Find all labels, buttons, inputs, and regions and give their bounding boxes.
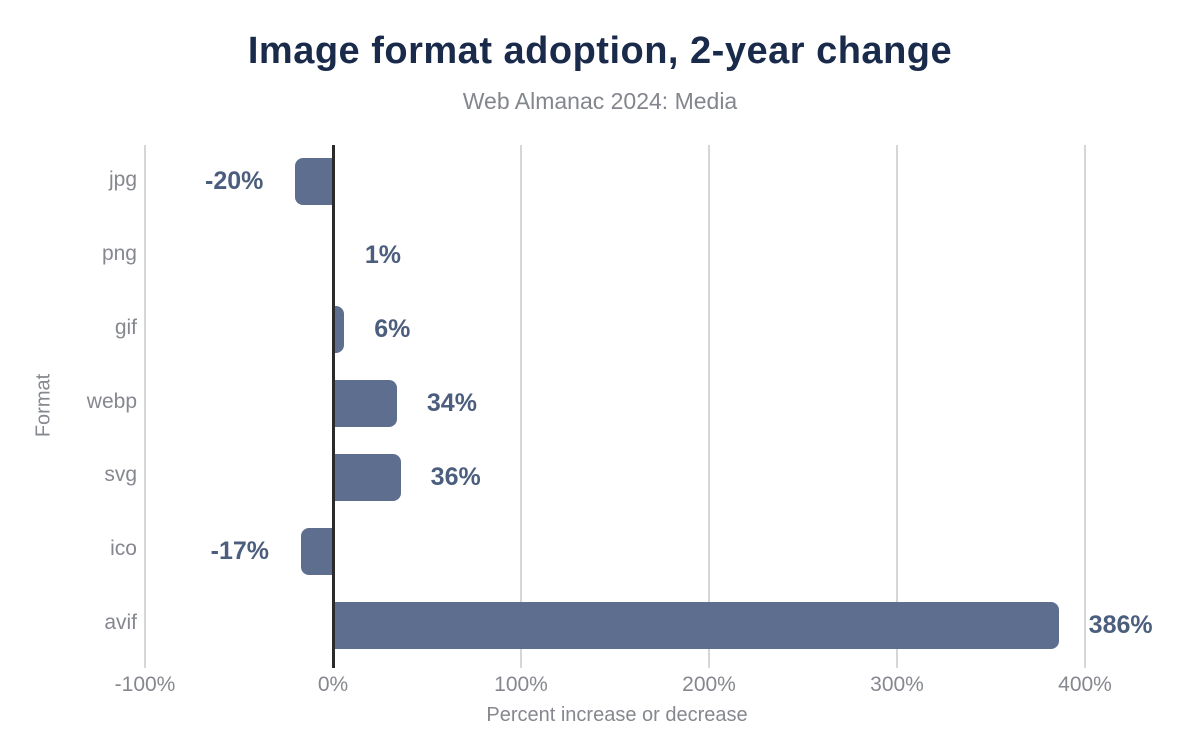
category-label-avif: avif xyxy=(104,611,137,635)
x-axis-title: Percent increase or decrease xyxy=(486,704,748,726)
category-label-ico: ico xyxy=(110,537,137,561)
x-tick-label--100%: -100% xyxy=(114,673,176,696)
value-label-ico: -17% xyxy=(210,536,270,565)
value-label-jpg: -20% xyxy=(205,167,264,196)
bar-gif[interactable] xyxy=(333,306,345,354)
gridline-300% xyxy=(896,145,898,668)
x-tick-label-200%: 200% xyxy=(682,673,736,696)
category-label-gif: gif xyxy=(114,315,137,339)
chart-subtitle: Web Almanac 2024: Media xyxy=(462,88,738,114)
x-tick-label-0%: 0% xyxy=(317,673,349,696)
gridline-400% xyxy=(1084,145,1086,668)
category-label-png: png xyxy=(101,241,137,265)
gridline-100% xyxy=(520,145,522,668)
category-label-jpg: jpg xyxy=(108,167,137,191)
x-tick-label-300%: 300% xyxy=(870,673,924,696)
bar-avif[interactable] xyxy=(333,601,1059,649)
category-label-svg: svg xyxy=(104,463,137,487)
value-label-svg: 36% xyxy=(430,462,481,491)
bar-svg[interactable] xyxy=(333,453,401,501)
gridline-200% xyxy=(708,145,710,668)
y-axis-title: Format xyxy=(32,373,55,438)
x-tick-label-100%: 100% xyxy=(494,673,548,696)
value-label-webp: 34% xyxy=(426,389,477,417)
bar-ico[interactable] xyxy=(301,527,333,575)
value-label-avif: 386% xyxy=(1088,610,1153,639)
chart-title: Image format adoption, 2-year change xyxy=(247,30,953,72)
x-tick-label-400%: 400% xyxy=(1058,673,1112,696)
value-label-gif: 6% xyxy=(374,315,411,344)
category-label-webp: webp xyxy=(86,389,137,413)
bar-jpg[interactable] xyxy=(295,158,333,206)
bar-webp[interactable] xyxy=(333,380,397,427)
gridline--100% xyxy=(144,145,146,668)
value-label-png: 1% xyxy=(364,241,402,270)
zero-axis-line xyxy=(331,145,335,668)
